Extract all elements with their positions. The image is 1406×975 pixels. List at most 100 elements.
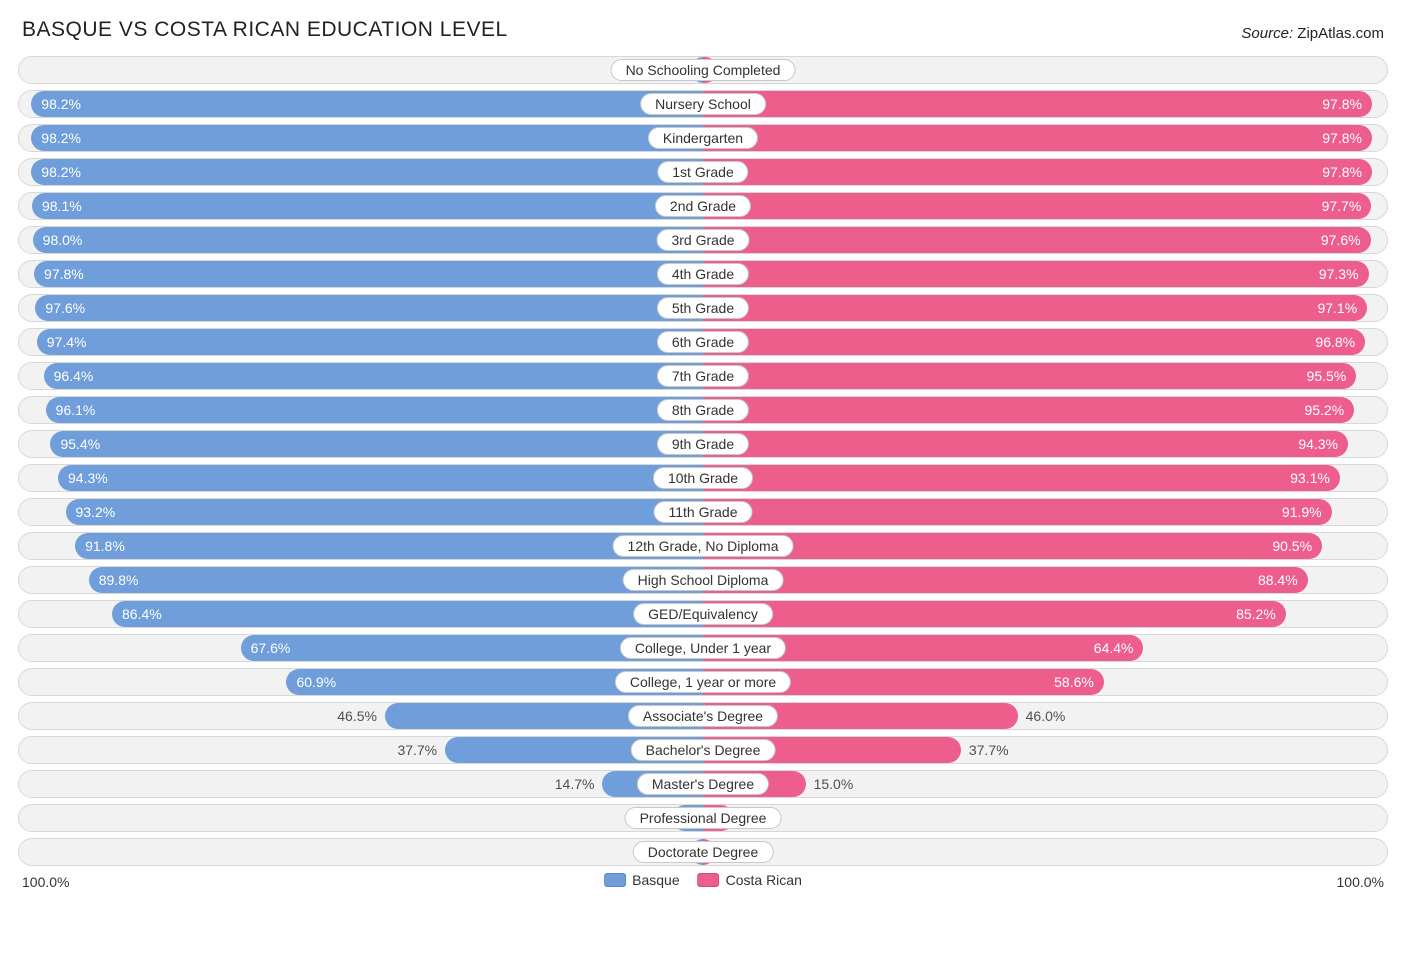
legend: Basque Costa Rican (604, 872, 802, 888)
chart-row: 98.2% 97.8% 1st Grade (18, 158, 1388, 186)
source-name: ZipAtlas.com (1297, 25, 1384, 42)
value-left: 97.4% (47, 334, 87, 350)
chart-row: 98.0% 97.6% 3rd Grade (18, 226, 1388, 254)
category-label: Master's Degree (637, 773, 769, 795)
value-left: 96.1% (56, 402, 96, 418)
bar-right (703, 91, 1372, 117)
value-left: 94.3% (68, 470, 108, 486)
value-left: 46.5% (337, 708, 377, 724)
chart-row: 67.6%64.4%College, Under 1 year (18, 634, 1388, 662)
chart-row: 98.2% 97.8% Nursery School (18, 90, 1388, 118)
bar-right (703, 363, 1356, 389)
chart-footer: 100.0% Basque Costa Rican 100.0% (18, 872, 1388, 896)
chart-row: 98.1%97.7%2nd Grade (18, 192, 1388, 220)
value-right: 96.8% (1315, 334, 1355, 350)
chart-row: 37.7%37.7%Bachelor's Degree (18, 736, 1388, 764)
category-label: 8th Grade (657, 399, 749, 421)
bar-right (703, 567, 1308, 593)
category-label: 11th Grade (653, 501, 752, 523)
bar-left (34, 261, 703, 287)
bar-right (703, 159, 1372, 185)
bar-right (703, 329, 1365, 355)
diverging-bar-chart: 1.8%2.2%No Schooling Completed98.2%97.8%… (18, 56, 1388, 866)
value-left: 98.0% (43, 232, 83, 248)
bar-left (75, 533, 703, 559)
category-label: 4th Grade (657, 263, 749, 285)
value-left: 86.4% (122, 606, 162, 622)
chart-row: 97.4% 96.8% 6th Grade (18, 328, 1388, 356)
bar-left (50, 431, 703, 457)
bar-left (31, 91, 703, 117)
value-right: 94.3% (1298, 436, 1338, 452)
legend-swatch-left (604, 873, 626, 887)
chart-row: 98.2%97.8%Kindergarten (18, 124, 1388, 152)
bar-right (703, 261, 1369, 287)
chart-row: 1.8%2.2%No Schooling Completed (18, 56, 1388, 84)
value-left: 98.2% (41, 164, 81, 180)
chart-row: 96.1%95.2%8th Grade (18, 396, 1388, 424)
chart-row: 95.4% 94.3% 9th Grade (18, 430, 1388, 458)
category-label: 5th Grade (657, 297, 749, 319)
legend-swatch-right (698, 873, 720, 887)
axis-right-label: 100.0% (1337, 874, 1384, 890)
legend-label-right: Costa Rican (726, 872, 802, 888)
chart-row: 89.8%88.4%High School Diploma (18, 566, 1388, 594)
bar-right (703, 431, 1348, 457)
bar-right (703, 533, 1322, 559)
chart-row: 91.8%90.5%12th Grade, No Diploma (18, 532, 1388, 560)
value-left: 98.2% (41, 96, 81, 112)
bar-left (66, 499, 703, 525)
bar-left (44, 363, 703, 389)
category-label: High School Diploma (623, 569, 784, 591)
bar-right (703, 125, 1372, 151)
value-right: 97.8% (1322, 96, 1362, 112)
value-left: 96.4% (54, 368, 94, 384)
value-right: 93.1% (1290, 470, 1330, 486)
category-label: 3rd Grade (656, 229, 749, 251)
value-right: 91.9% (1282, 504, 1322, 520)
chart-row: 96.4%95.5%7th Grade (18, 362, 1388, 390)
legend-label-left: Basque (632, 872, 679, 888)
bar-left (58, 465, 703, 491)
value-left: 14.7% (555, 776, 595, 792)
value-right: 85.2% (1236, 606, 1276, 622)
value-right: 90.5% (1272, 538, 1312, 554)
bar-left (46, 397, 703, 423)
bar-right (703, 295, 1367, 321)
value-left: 98.1% (42, 198, 82, 214)
category-label: 6th Grade (657, 331, 749, 353)
bar-right (703, 227, 1371, 253)
bar-right (703, 465, 1340, 491)
value-right: 37.7% (969, 742, 1009, 758)
legend-item-left: Basque (604, 872, 679, 888)
category-label: 12th Grade, No Diploma (613, 535, 794, 557)
chart-row: 94.3% 93.1% 10th Grade (18, 464, 1388, 492)
chart-row: 60.9%58.6%College, 1 year or more (18, 668, 1388, 696)
chart-title: BASQUE VS COSTA RICAN EDUCATION LEVEL (22, 18, 508, 42)
category-label: Associate's Degree (628, 705, 778, 727)
category-label: College, Under 1 year (620, 637, 786, 659)
value-right: 97.7% (1322, 198, 1362, 214)
value-right: 97.1% (1317, 300, 1357, 316)
value-left: 95.4% (60, 436, 100, 452)
chart-row: 1.9%1.8%Doctorate Degree (18, 838, 1388, 866)
bar-right (703, 499, 1332, 525)
chart-row: 93.2% 91.9% 11th Grade (18, 498, 1388, 526)
bar-right (703, 193, 1371, 219)
value-right: 97.8% (1322, 164, 1362, 180)
value-left: 93.2% (76, 504, 116, 520)
chart-source: Source: ZipAtlas.com (1241, 25, 1384, 42)
bar-left (32, 193, 703, 219)
bar-left (35, 295, 703, 321)
value-right: 97.6% (1321, 232, 1361, 248)
bar-right (703, 397, 1354, 423)
category-label: Professional Degree (625, 807, 782, 829)
category-label: Bachelor's Degree (631, 739, 776, 761)
bar-left (89, 567, 703, 593)
chart-row: 97.8%97.3%4th Grade (18, 260, 1388, 288)
category-label: 1st Grade (657, 161, 748, 183)
category-label: Nursery School (640, 93, 766, 115)
value-left: 89.8% (99, 572, 139, 588)
category-label: 9th Grade (657, 433, 749, 455)
category-label: 10th Grade (653, 467, 753, 489)
